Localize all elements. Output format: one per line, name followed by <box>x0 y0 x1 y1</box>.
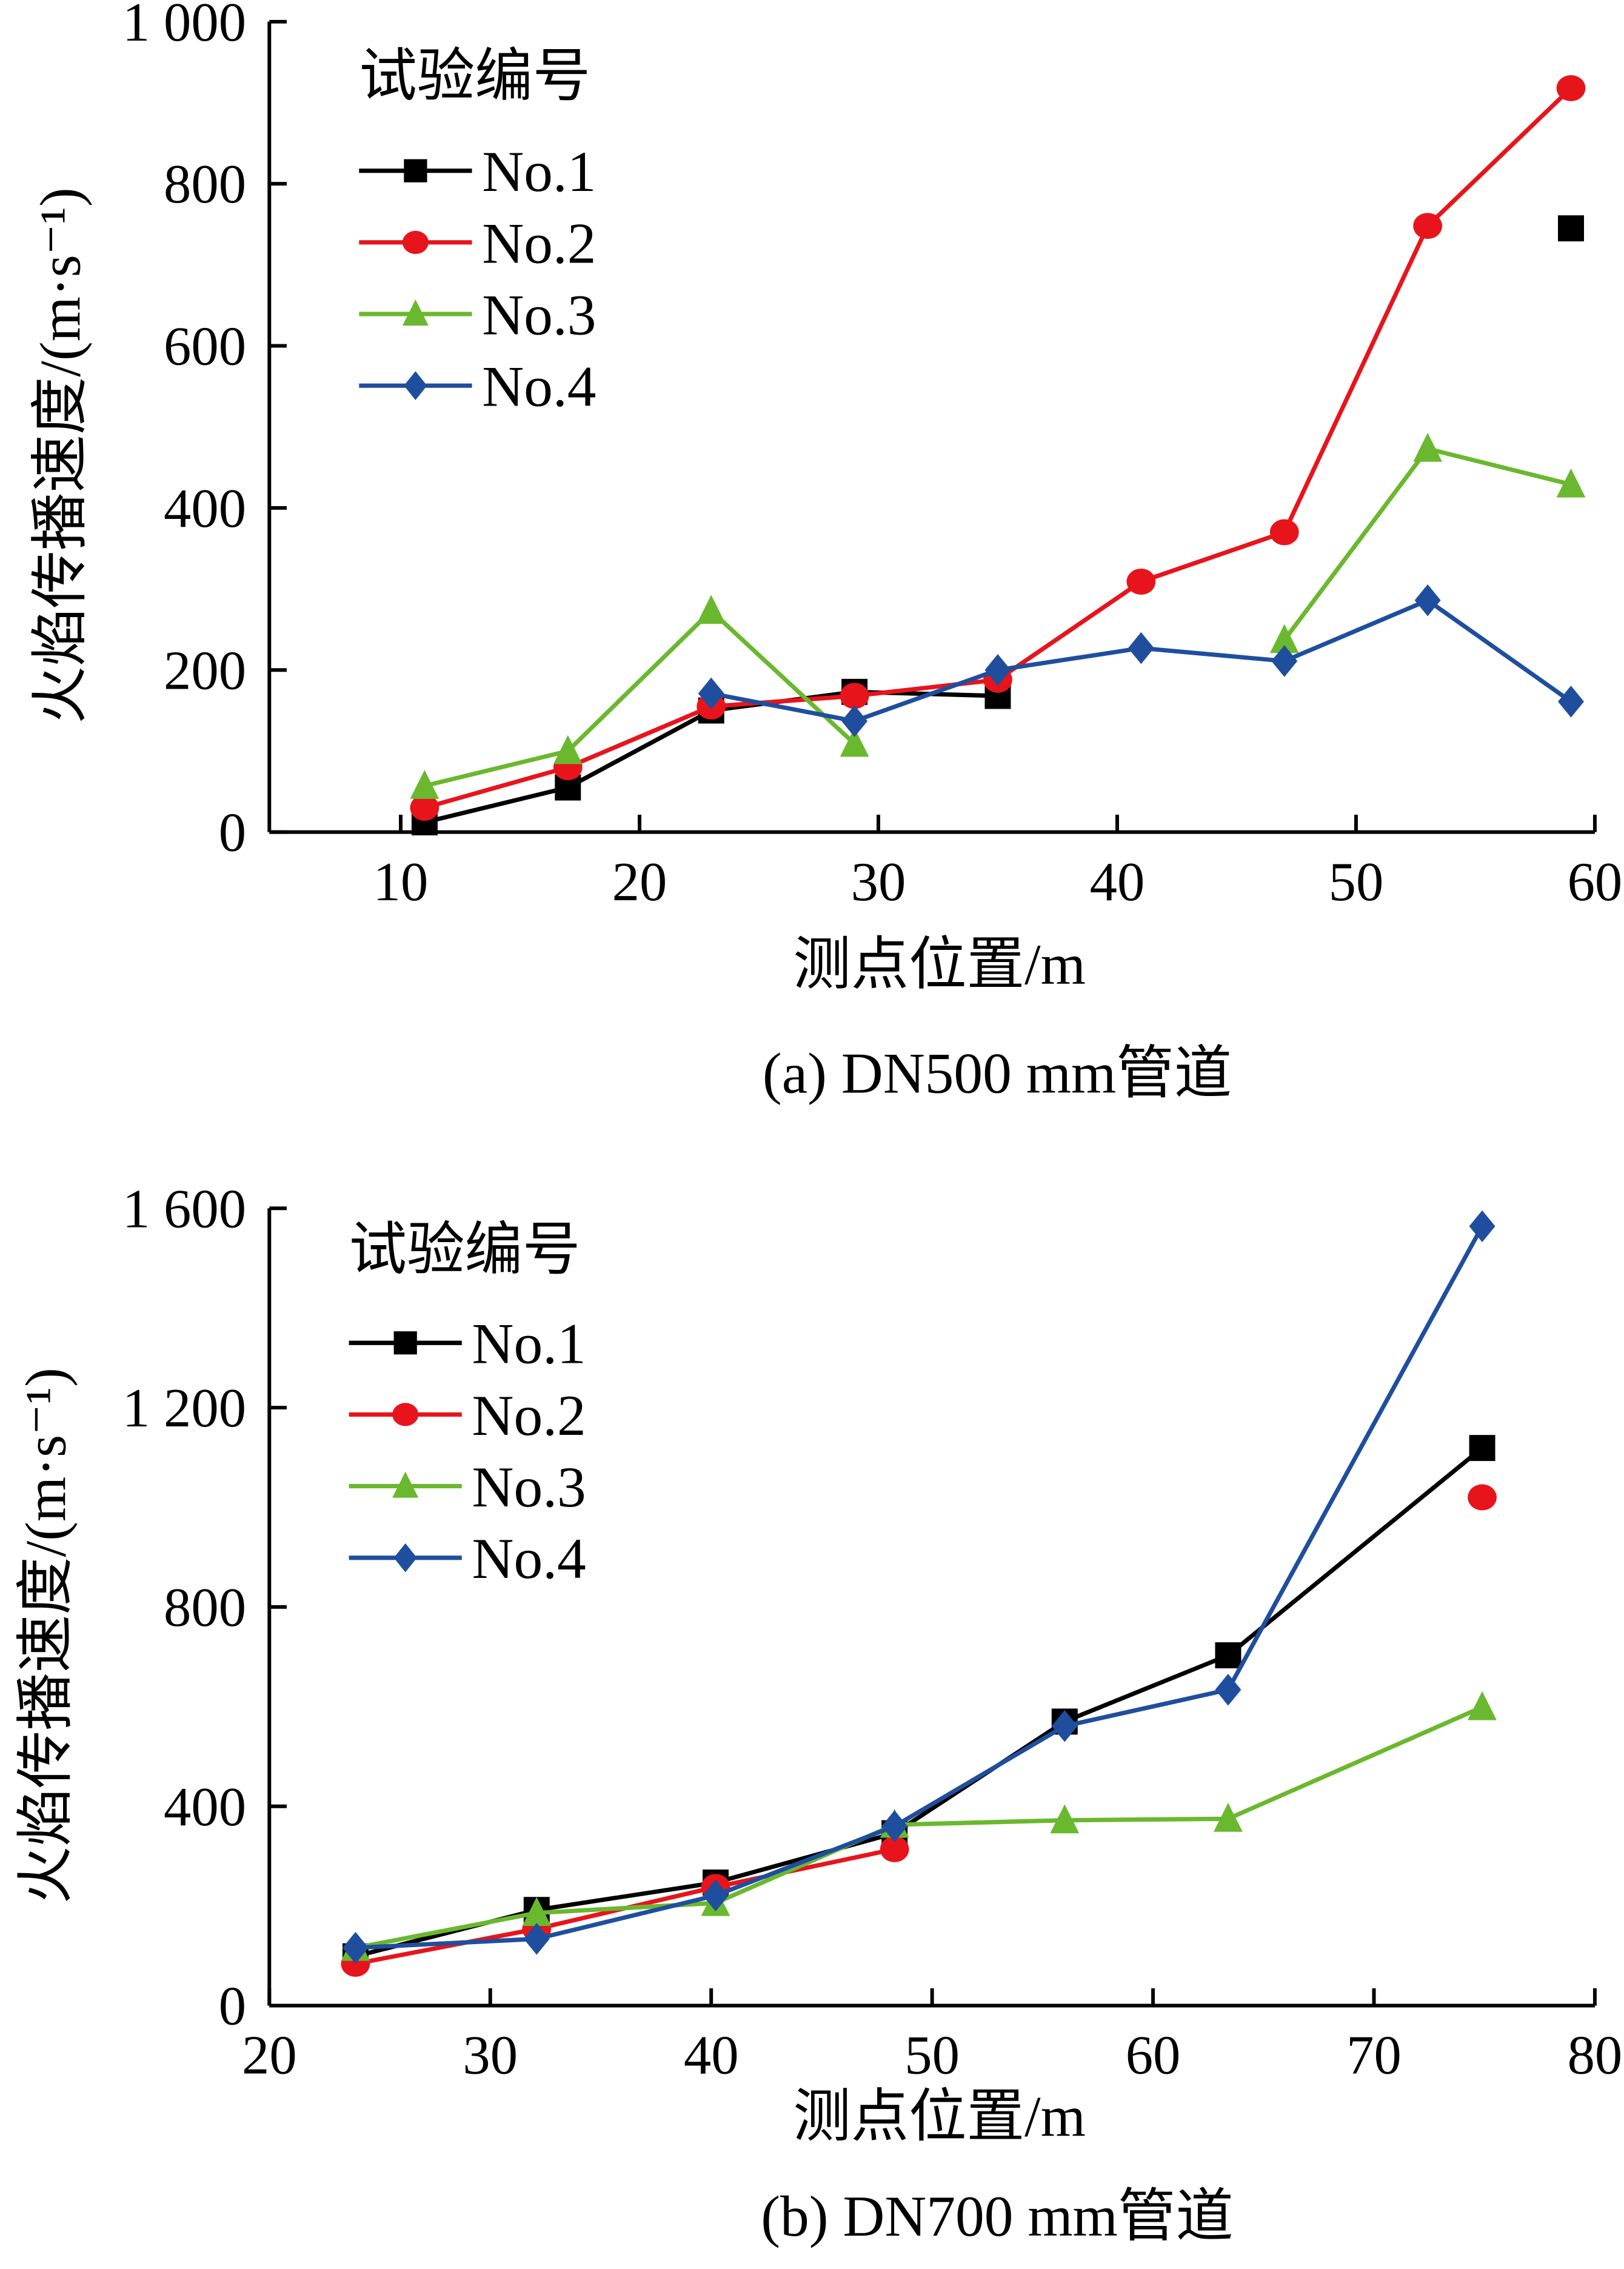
marker-diamond <box>984 653 1011 686</box>
marker-triangle <box>697 595 726 624</box>
marker-diamond <box>1558 686 1585 718</box>
marker-triangle <box>553 735 583 764</box>
marker-diamond <box>841 705 868 737</box>
marker-triangle <box>1468 1691 1497 1720</box>
marker-diamond <box>698 677 724 710</box>
x-tick-label: 50 <box>1329 851 1384 912</box>
y-tick-label: 400 <box>164 1776 246 1837</box>
legend-label: No.1 <box>472 1312 586 1376</box>
marker-triangle <box>392 1471 419 1498</box>
marker-diamond <box>1414 584 1441 617</box>
chart-panel-a: 0 200 400 600 800 1 000 10 20 30 40 50 60 测点位置/m 火焰传播… <box>28 0 1623 1105</box>
y-tick-label: 200 <box>164 640 246 701</box>
series-line <box>355 1446 1484 1959</box>
marker-square <box>393 1331 417 1355</box>
y-tick-label: 600 <box>164 316 246 377</box>
marker-circle <box>402 230 429 254</box>
x-tick-label: 70 <box>1346 2025 1402 2086</box>
legend-label: No.3 <box>472 1455 586 1519</box>
marker-diamond <box>393 1543 417 1572</box>
x-tick-label: 30 <box>463 2025 518 2086</box>
legend-label: No.2 <box>482 211 596 275</box>
x-tick-label: 60 <box>1568 851 1623 912</box>
x-tick-label: 40 <box>1090 851 1145 912</box>
x-tick-label: 80 <box>1568 2025 1623 2086</box>
marker-triangle <box>1214 1803 1243 1832</box>
y-tick-label: 800 <box>164 153 246 215</box>
marker-triangle <box>402 299 429 326</box>
y-tick-label: 1 200 <box>122 1377 246 1439</box>
chart-caption: (a) DN500 mm管道 <box>763 1041 1232 1105</box>
marker-triangle <box>410 770 439 799</box>
marker-circle <box>1556 75 1586 101</box>
marker-diamond <box>404 371 427 401</box>
marker-square <box>1215 1642 1241 1669</box>
marker-circle <box>392 1403 419 1426</box>
legend-label: No.1 <box>482 139 596 204</box>
y-tick-label: 800 <box>164 1577 246 1638</box>
marker-circle <box>880 1836 909 1862</box>
marker-diamond <box>1215 1674 1241 1706</box>
chart-caption: (b) DN700 mm管道 <box>761 2184 1234 2248</box>
y-tick-label: 0 <box>219 802 246 863</box>
y-axis-label: 火焰传播速度/(m·s⁻¹) <box>14 1368 78 1904</box>
legend-title: 试验编号 <box>349 1218 581 1282</box>
marker-triangle <box>840 727 869 757</box>
marker-circle <box>1126 569 1156 595</box>
marker-triangle <box>522 1897 552 1926</box>
x-tick-label: 20 <box>242 2025 297 2086</box>
series-line <box>424 607 857 788</box>
x-tick-label: 10 <box>373 851 429 912</box>
marker-triangle <box>1050 1804 1080 1834</box>
legend-label: No.3 <box>482 282 596 347</box>
marker-triangle <box>1413 433 1443 462</box>
marker-diamond <box>703 1879 729 1912</box>
series-no4 <box>698 584 1585 737</box>
x-tick-label: 50 <box>904 2025 960 2086</box>
series-no3 <box>410 433 1586 799</box>
x-tick-label: 20 <box>612 851 667 912</box>
y-tick-label: 1 000 <box>122 0 246 53</box>
marker-diamond <box>881 1810 908 1842</box>
marker-square <box>1469 1435 1495 1462</box>
series-no3 <box>341 1691 1497 1961</box>
marker-circle <box>1269 519 1299 546</box>
x-axis-label: 测点位置/m <box>793 2084 1086 2148</box>
marker-circle <box>840 683 869 709</box>
y-tick-label: 0 <box>219 1976 246 2037</box>
marker-triangle <box>1556 468 1586 498</box>
marker-circle <box>1413 213 1443 239</box>
chart-panel-b: 0 400 800 1 200 1 600 20 30 40 50 60 70 80 测点位置/m 火焰传… <box>14 1178 1623 2248</box>
x-tick-label: 60 <box>1126 2025 1181 2086</box>
legend-label: No.4 <box>472 1526 586 1591</box>
y-axis-label: 火焰传播速度/(m·s⁻¹) <box>28 187 93 724</box>
marker-diamond <box>523 1923 550 1955</box>
x-tick-label: 30 <box>851 851 906 912</box>
marker-diamond <box>1128 632 1154 664</box>
marker-circle <box>410 795 439 821</box>
marker-diamond <box>1469 1210 1495 1243</box>
marker-circle <box>1468 1484 1497 1511</box>
marker-square <box>404 159 427 182</box>
marker-diamond <box>1051 1710 1078 1742</box>
x-axis-label: 测点位置/m <box>793 932 1086 997</box>
marker-triangle <box>1269 624 1299 653</box>
marker-square <box>1558 215 1585 242</box>
x-tick-label: 40 <box>684 2025 739 2086</box>
legend-title: 试验编号 <box>359 44 590 109</box>
legend-label: No.4 <box>482 355 596 419</box>
legend-label: No.2 <box>472 1383 586 1448</box>
y-tick-label: 400 <box>164 478 246 539</box>
y-tick-label: 1 600 <box>122 1178 246 1239</box>
